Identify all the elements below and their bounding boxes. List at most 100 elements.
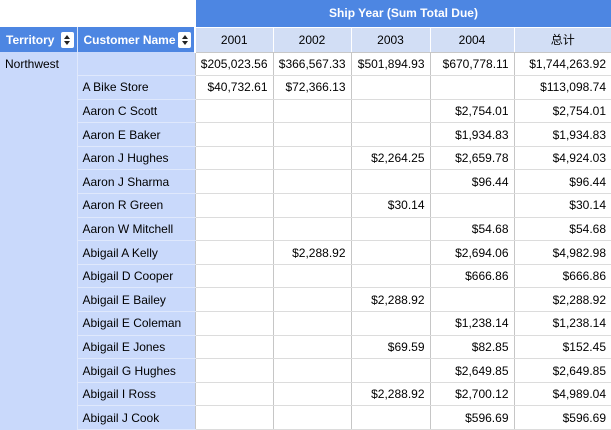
corner-spacer [0,0,195,27]
customer-name-cell: Abigail E Coleman [77,311,196,336]
customer-name-cell: Aaron E Baker [77,122,196,147]
value-cell [272,217,351,242]
value-cell [194,264,273,289]
value-cell: $2,754.01 [429,99,514,124]
column-field-banner[interactable]: Ship Year (Sum Total Due) [194,0,611,28]
value-cell [194,382,273,407]
value-cell [350,169,430,195]
column-header-2004[interactable]: 2004 [429,27,514,53]
value-cell: $2,694.06 [429,240,514,265]
value-cell [272,99,351,124]
banner-row: Ship Year (Sum Total Due) [0,0,611,28]
territory-sort-icon[interactable] [60,31,74,48]
value-cell: $113,098.74 [513,75,611,100]
column-header-grand-total[interactable]: 总计 [513,27,611,53]
value-cell [350,311,430,336]
value-cell [350,264,430,289]
value-cell: $30.14 [350,193,430,218]
value-cell: $2,288.92 [272,240,351,265]
value-cell: $1,238.14 [513,311,611,336]
table-row: Abigail I Ross $2,288.92 $2,700.12 $4,989.0… [0,382,611,407]
value-cell: $670,778.11 [429,52,514,77]
value-cell: $2,754.01 [513,99,611,124]
value-cell [272,382,351,407]
value-cell [194,358,273,383]
value-cell [194,335,273,360]
value-cell: $2,288.92 [350,382,430,407]
value-cell [194,169,273,195]
territory-cell: Northwest [0,52,78,430]
value-cell: $152.45 [513,335,611,360]
value-cell: $596.69 [513,405,611,430]
table-row: Aaron E Baker $1,934.83 $1,934.83 [0,122,611,147]
value-cell: $2,288.92 [513,287,611,313]
customer-name-cell: Aaron J Sharma [77,169,196,195]
value-cell: $96.44 [429,169,514,195]
value-cell [350,217,430,242]
value-cell: $2,649.85 [513,358,611,383]
column-header-2002[interactable]: 2002 [272,27,351,53]
value-cell [272,146,351,171]
value-cell [429,193,514,218]
value-cell: $501,894.93 [350,52,430,77]
table-row: Aaron R Green $30.14 $30.14 [0,193,611,218]
value-cell: $1,238.14 [429,311,514,336]
value-cell [194,311,273,336]
value-cell: $30.14 [513,193,611,218]
value-cell: $2,288.92 [350,287,430,313]
value-cell [429,75,514,100]
value-cell [194,122,273,147]
value-cell: $666.86 [429,264,514,289]
value-cell [194,193,273,218]
value-cell [272,335,351,360]
value-cell [194,99,273,124]
column-header-row: Territory Customer Name 2001 2002 2003 2… [0,27,611,53]
column-header-2001[interactable]: 2001 [194,27,273,53]
customer-name-cell: Abigail D Cooper [77,264,196,289]
value-cell: $2,700.12 [429,382,514,407]
customer-name-cell: Aaron J Hughes [77,146,196,171]
value-cell [194,146,273,171]
table-row: Aaron W Mitchell $54.68 $54.68 [0,217,611,242]
value-cell: $72,366.13 [272,75,351,100]
value-cell [272,264,351,289]
value-cell [194,405,273,430]
table-row: Aaron J Hughes $2,264.25 $2,659.78 $4,924.0… [0,146,611,171]
value-cell [350,405,430,430]
value-cell: $2,264.25 [350,146,430,171]
value-cell [350,122,430,147]
customer-name-cell: Abigail E Jones [77,335,196,360]
table-row: Abigail G Hughes $2,649.85 $2,649.85 [0,358,611,383]
value-cell [350,240,430,265]
value-cell [194,287,273,313]
customer-name-cell: Aaron R Green [77,193,196,218]
value-cell [194,217,273,242]
table-row: Aaron J Sharma $96.44 $96.44 [0,169,611,195]
column-header-2003[interactable]: 2003 [350,27,430,53]
customer-name-field-header[interactable]: Customer Name [77,27,195,52]
value-cell [272,311,351,336]
table-row: Aaron C Scott $2,754.01 $2,754.01 [0,99,611,124]
value-cell [194,240,273,265]
value-cell: $2,659.78 [429,146,514,171]
value-cell: $205,023.56 [194,52,273,77]
customer-name-cell [77,52,196,77]
value-cell [272,169,351,195]
value-cell [272,405,351,430]
value-cell [272,193,351,218]
customer-name-cell: Abigail E Bailey [77,287,196,313]
value-cell: $54.68 [513,217,611,242]
table-row: Abigail J Cook $596.69 $596.69 [0,405,611,430]
territory-field-header[interactable]: Territory [0,27,78,52]
customer-name-field-label: Customer Name [83,32,176,47]
value-cell: $1,934.83 [513,122,611,147]
value-cell: $4,982.98 [513,240,611,265]
territory-field-label: Territory [6,32,55,47]
customer-name-cell: Abigail I Ross [77,382,196,407]
table-row: Abigail E Bailey $2,288.92 $2,288.92 [0,287,611,313]
value-cell: $54.68 [429,217,514,242]
value-cell: $1,934.83 [429,122,514,147]
value-cell: $4,924.03 [513,146,611,171]
customer-sort-icon[interactable] [178,31,191,48]
